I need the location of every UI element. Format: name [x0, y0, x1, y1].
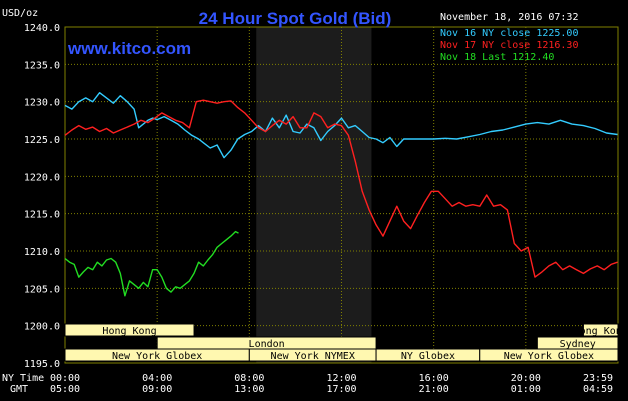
x-tick-gmt-label: 21:00	[419, 384, 449, 395]
session-label: Hong Kong	[574, 326, 628, 337]
plot-frame	[64, 26, 619, 364]
series-line-0	[64, 91, 618, 159]
site-watermark: www.kitco.com	[67, 39, 191, 58]
session-label: Sydney	[560, 339, 596, 350]
chart-title: 24 Hour Spot Gold (Bid)	[199, 9, 392, 28]
y-tick-label: 1240.0	[24, 23, 60, 34]
x-tick-gmt-label: 04:59	[583, 384, 613, 395]
price-series	[64, 91, 618, 297]
session-bar	[479, 348, 619, 362]
x-tick-gmt-label: 01:00	[511, 384, 541, 395]
session-label: Hong Kong	[102, 326, 156, 337]
session-label: New York Globex	[112, 351, 202, 362]
y-tick-label: 1220.0	[24, 172, 60, 183]
x-tick-ny-label: 12:00	[326, 373, 356, 384]
x-tick-ny-label: 23:59	[583, 373, 613, 384]
x-tick-ny-label: 20:00	[511, 373, 541, 384]
x-tick-ny-label: 00:00	[50, 373, 80, 384]
x-tick-ny-label: 08:00	[234, 373, 264, 384]
y-tick-label: 1200.0	[24, 322, 60, 333]
x-tick-ny-label: 16:00	[419, 373, 449, 384]
legend-entry-nov16: Nov 16 NY close 1225.00	[440, 28, 578, 39]
session-label: London	[249, 339, 285, 350]
y-tick-label: 1230.0	[24, 98, 60, 109]
legend: Nov 16 NY close 1225.00 Nov 17 NY close …	[440, 28, 578, 63]
series-line-2	[64, 230, 239, 297]
y-axis-ticks: 1240.0 1235.0 1230.0 1225.0 1220.0 1215.0 1210…	[24, 23, 60, 370]
legend-entry-nov17: Nov 17 NY close 1216.30	[440, 40, 578, 51]
x-tick-ny-label: 04:00	[142, 373, 172, 384]
chart-timestamp: November 18, 2016 07:32	[440, 12, 578, 23]
y-tick-label: 1235.0	[24, 60, 60, 71]
session-label: NY Globex	[401, 351, 455, 362]
y-tick-label: 1195.0	[24, 359, 60, 370]
y-tick-label: 1205.0	[24, 284, 60, 295]
y-tick-label: 1225.0	[24, 135, 60, 146]
session-label: New York NYMEX	[271, 351, 355, 362]
session-bar	[64, 323, 195, 337]
ny-time-label: NY Time	[2, 373, 44, 384]
y-axis-unit: USD/oz	[2, 8, 38, 19]
x-tick-gmt-label: 13:00	[234, 384, 264, 395]
x-tick-gmt-label: 05:00	[50, 384, 80, 395]
session-label: New York Globex	[504, 351, 594, 362]
y-tick-label: 1210.0	[24, 247, 60, 258]
shaded-session-band	[256, 27, 372, 363]
grid-lines	[64, 26, 619, 364]
y-tick-label: 1215.0	[24, 210, 60, 221]
x-tick-gmt-label: 17:00	[326, 384, 356, 395]
series-line-1	[64, 99, 618, 278]
x-tick-gmt-label: 09:00	[142, 384, 172, 395]
legend-entry-nov18: Nov 18 Last 1212.40	[440, 52, 554, 63]
session-bar	[582, 323, 619, 337]
gmt-label: GMT	[10, 384, 28, 395]
